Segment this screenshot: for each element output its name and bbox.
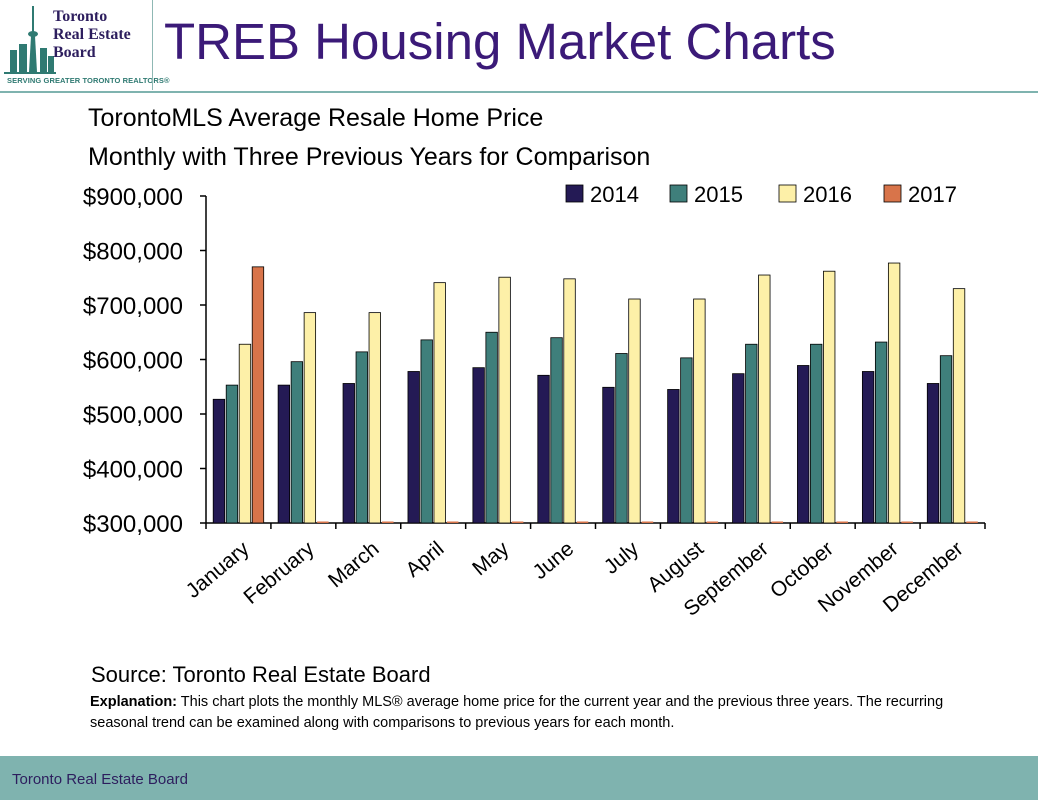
bar-2014-october (797, 365, 810, 524)
logo-divider (152, 0, 153, 90)
bar-2015-may (485, 331, 498, 524)
bar-2017-august (706, 521, 719, 523)
bar-2014-march (342, 383, 355, 524)
bar-2016-january (238, 343, 252, 524)
x-tick-label: July (600, 537, 644, 579)
bar-2016-december (952, 288, 966, 524)
y-tick-label: $700,000 (83, 293, 183, 320)
bar-2017-april (446, 521, 459, 523)
bar-2014-september (732, 373, 745, 524)
cn-tower-icon (4, 6, 56, 74)
page-title: TREB Housing Market Charts (164, 13, 836, 70)
bar-2014-february (277, 384, 291, 524)
legend-swatch-2015 (669, 184, 688, 203)
bar-2015-february (290, 361, 304, 524)
bar-chart: $300,000 $400,000 $500,000 $600,000 $700,000… (83, 182, 986, 621)
bar-2016-march (368, 312, 381, 524)
x-tick-label: April (401, 537, 448, 582)
chart-title: TorontoMLS Average Resale Home Price (88, 104, 544, 132)
bar-2017-september (771, 521, 784, 523)
x-tick-label: March (324, 537, 383, 592)
bar-2017-june (576, 521, 589, 523)
bar-2016-july (628, 298, 641, 524)
y-tick-label: $900,000 (83, 184, 183, 211)
legend-swatch-2017 (883, 184, 902, 203)
y-tick-label: $500,000 (83, 402, 183, 429)
logo-line-2: Real Estate (53, 26, 131, 43)
explanation-text: This chart plots the monthly MLS® averag… (90, 694, 944, 731)
bar-2014-august (667, 389, 680, 524)
legend-label-2014: 2014 (590, 182, 639, 207)
y-tick-label: $600,000 (83, 348, 183, 375)
y-tick-label: $400,000 (83, 457, 183, 484)
bar-2014-may (472, 367, 485, 524)
bar-2016-june (563, 278, 576, 524)
bar-2016-november (887, 262, 901, 524)
bar-2014-july (602, 386, 615, 524)
bar-2015-october (810, 343, 823, 524)
y-tick-label: $300,000 (83, 511, 183, 538)
bar-2015-march (355, 351, 368, 524)
bar-2017-july (641, 521, 654, 523)
bar-2016-august (693, 298, 706, 524)
logo-line-3: Board (53, 44, 96, 61)
footer-text: Toronto Real Estate Board (12, 771, 188, 788)
bar-2016-april (433, 282, 446, 524)
bar-2017-january (251, 266, 265, 524)
bar-2017-february (317, 521, 329, 523)
bar-2015-september (745, 343, 758, 524)
bar-2015-january (225, 384, 239, 524)
explanation-label: Explanation: (90, 694, 178, 710)
bar-2014-june (537, 374, 550, 524)
bar-2015-december (939, 355, 953, 524)
bar-2014-november (861, 371, 875, 524)
page-header: Toronto Real Estate Board SERVING GREATE… (0, 0, 1038, 93)
legend-swatch-2016 (778, 184, 797, 203)
bar-2014-january (212, 398, 226, 524)
chart-explanation: Explanation: This chart plots the monthl… (90, 692, 990, 734)
bar-2015-july (615, 353, 628, 524)
bar-2016-may (498, 276, 511, 524)
bar-2017-december (966, 521, 978, 523)
bar-2016-october (823, 270, 836, 524)
legend-label-2016: 2016 (803, 182, 852, 207)
legend-label-2017: 2017 (908, 182, 957, 207)
logo-tagline: SERVING GREATER TORONTO REALTORS® (7, 76, 170, 85)
bar-2017-october (836, 521, 848, 523)
bar-2015-november (874, 341, 888, 524)
x-tick-label: June (529, 537, 579, 584)
bar-2015-august (680, 357, 693, 524)
bar-2015-june (550, 337, 563, 524)
bar-2017-november (901, 521, 913, 523)
bar-2014-december (926, 383, 940, 524)
bar-2016-february (303, 312, 317, 524)
bar-2015-april (420, 339, 433, 524)
legend-swatch-2014 (565, 184, 584, 203)
x-tick-label: February (239, 537, 319, 609)
bar-2014-april (407, 371, 420, 524)
chart-source: Source: Toronto Real Estate Board (91, 662, 431, 687)
logo-line-1: Toronto (53, 8, 108, 25)
header-divider (0, 91, 1038, 93)
bar-2017-may (511, 521, 524, 523)
bar-2017-march (382, 521, 394, 523)
x-tick-label: May (468, 537, 514, 580)
bar-2016-september (758, 274, 771, 524)
treb-logo: Toronto Real Estate Board SERVING GREATE… (0, 0, 170, 90)
y-tick-label: $800,000 (83, 239, 183, 266)
page-footer: Toronto Real Estate Board (0, 756, 1038, 800)
legend-label-2015: 2015 (694, 182, 743, 207)
chart-subtitle: Monthly with Three Previous Years for Co… (88, 143, 651, 171)
